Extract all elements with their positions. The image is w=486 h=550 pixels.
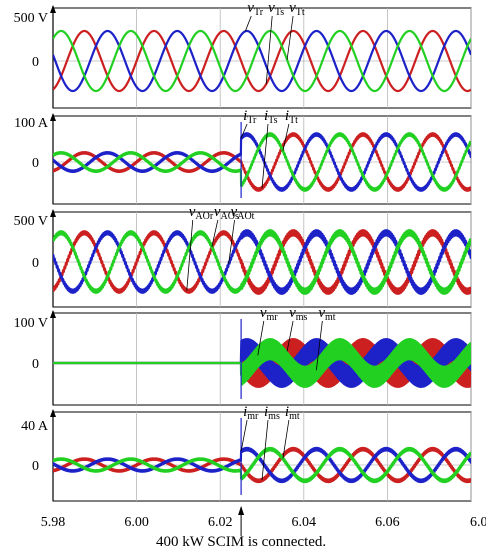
panel-4: 100 V 0 vmr vms vmt <box>14 305 472 406</box>
annotation-leader <box>240 123 248 139</box>
y-tick-label-top: 40 A <box>21 419 49 434</box>
y-axis-arrow <box>50 310 56 318</box>
annotation-leader <box>282 123 290 151</box>
series-line-t <box>53 446 471 484</box>
series-line-r <box>53 29 471 93</box>
y-tick-label-zero: 0 <box>32 459 39 474</box>
series-line-s <box>53 132 471 192</box>
x-tick-label: 6.06 <box>375 515 400 530</box>
annotation-leader <box>282 419 290 459</box>
series-line-t <box>53 29 471 93</box>
series-line-s <box>53 229 471 295</box>
y-axis-arrow <box>50 409 56 417</box>
series-line-s <box>53 446 471 484</box>
x-tick-label: 6.00 <box>124 515 149 530</box>
panel-frame <box>52 411 472 502</box>
x-tick-label: 5.98 <box>41 515 66 530</box>
annotation-label: vAOt <box>231 204 255 222</box>
y-axis-arrow <box>50 113 56 121</box>
y-tick-label-zero: 0 <box>32 256 39 271</box>
annotation-label: vms <box>289 305 307 323</box>
annotation-label: vTs <box>268 0 284 18</box>
annotation-label: vmr <box>260 305 278 323</box>
annotation-label: iTt <box>285 108 298 126</box>
annotation-leader <box>286 320 294 352</box>
x-tick-label: 6.08 sec <box>470 515 486 530</box>
annotation-label: iTr <box>243 108 257 126</box>
annotation-leader <box>265 15 273 85</box>
y-tick-label-zero: 0 <box>32 55 39 70</box>
annotation-label: vAOr <box>189 204 214 222</box>
annotation-leader <box>228 219 235 265</box>
annotation-label: ims <box>264 404 280 422</box>
x-tick-label: 6.04 <box>292 515 317 530</box>
y-axis-arrow <box>50 5 56 13</box>
annotation-leader <box>211 219 219 247</box>
annotation-label: imt <box>285 404 300 422</box>
annotation-label: vTr <box>247 0 263 18</box>
event-caption: 400 kW SCIM is connected. <box>156 534 326 550</box>
series-line-r <box>53 229 471 295</box>
series-line-t <box>53 338 471 388</box>
y-tick-label-top: 100 A <box>14 116 49 131</box>
panel-frame <box>52 7 472 109</box>
panel-1: 500 V 0 vTr vTs vTt <box>14 0 472 109</box>
x-tick-label: 6.02 <box>208 515 233 530</box>
annotation-leader <box>315 320 323 371</box>
panel-2: 100 A 0 iTr iTs iTt <box>14 108 472 205</box>
annotation-leader <box>186 219 194 291</box>
panel-5: 40 A 0 imr ims imt <box>21 404 472 502</box>
y-tick-label-top: 500 V <box>14 11 48 26</box>
annotation-leader <box>261 123 269 189</box>
annotation-leader <box>261 419 269 481</box>
y-tick-label-top: 100 V <box>14 316 48 331</box>
annotation-leader <box>240 419 248 452</box>
y-tick-label-zero: 0 <box>32 357 39 372</box>
y-axis-arrow <box>50 209 56 217</box>
annotation-label: vmt <box>318 305 335 323</box>
series-line-r <box>53 446 471 484</box>
annotation-label: vAOs <box>214 204 239 222</box>
annotation-label: iTs <box>264 108 278 126</box>
series-line-t <box>53 132 471 192</box>
y-tick-label-top: 500 V <box>14 214 48 229</box>
annotation-leader <box>286 15 294 60</box>
series-line-t <box>53 229 471 295</box>
annotation-leader <box>257 320 265 356</box>
annotation-label: vTt <box>289 0 305 18</box>
annotation-leader <box>244 15 252 32</box>
event-arrow-head <box>238 506 245 515</box>
y-tick-label-zero: 0 <box>32 156 39 171</box>
annotation-label: imr <box>243 404 259 422</box>
series-line-s <box>53 29 471 93</box>
